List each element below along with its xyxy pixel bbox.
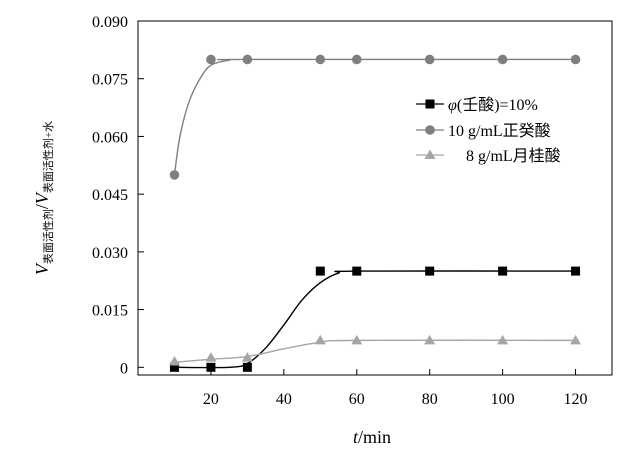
y-tick-label: 0.030 bbox=[92, 245, 128, 262]
data-point bbox=[497, 334, 509, 345]
plot-frame bbox=[137, 20, 613, 376]
data-point bbox=[497, 54, 508, 65]
data-point bbox=[206, 362, 216, 372]
x-tick-label: 100 bbox=[491, 391, 515, 408]
series-line bbox=[174, 270, 576, 369]
data-point bbox=[352, 266, 362, 276]
series-1 bbox=[169, 266, 581, 372]
svg-text:φ(壬酸)=10%: φ(壬酸)=10% bbox=[448, 96, 538, 114]
data-point bbox=[241, 352, 253, 362]
x-axis-title-unit: /min bbox=[358, 427, 391, 447]
data-point bbox=[424, 334, 436, 345]
y-axis-title-slash: / bbox=[32, 204, 52, 209]
data-point bbox=[169, 170, 180, 180]
y-tick-label: 0.045 bbox=[92, 187, 128, 204]
legend-entry-decanoic: 10 g/mL正癸酸 bbox=[416, 122, 551, 140]
y-tick-label: 0 bbox=[120, 360, 128, 377]
legend: φ(壬酸)=10% 10 g/mL正癸酸 8 g/mL月桂酸 bbox=[416, 96, 561, 165]
legend-entry-nonanoic: φ(壬酸)=10% bbox=[416, 96, 538, 114]
data-point bbox=[315, 54, 326, 65]
series-layer bbox=[168, 54, 582, 372]
x-axis-title: t/min bbox=[353, 427, 391, 447]
y-axis-title-sub1: 表面活性剂 bbox=[41, 209, 55, 264]
x-tick-label: 20 bbox=[203, 391, 219, 408]
data-point bbox=[351, 334, 363, 345]
series-3 bbox=[168, 334, 582, 366]
data-point bbox=[315, 266, 325, 276]
y-axis-title-sub2: 表面活性剂+水 bbox=[41, 121, 55, 193]
data-point bbox=[571, 266, 581, 276]
data-point bbox=[242, 362, 252, 372]
y-axis-ticks: 0 0.015 0.030 0.045 0.060 0.075 0.090 bbox=[92, 14, 144, 377]
x-tick-label: 80 bbox=[422, 391, 438, 408]
x-tick-label: 120 bbox=[564, 391, 588, 408]
legend-label-decanoic: 10 g/mL正癸酸 bbox=[448, 122, 551, 140]
x-tick-label: 60 bbox=[349, 391, 365, 408]
data-point bbox=[205, 352, 217, 362]
data-point bbox=[314, 334, 326, 345]
legend-label-nonanoic: (壬酸)=10% bbox=[457, 96, 538, 114]
legend-entry-lauric: 8 g/mL月桂酸 bbox=[416, 147, 561, 165]
data-point bbox=[206, 54, 216, 65]
legend-phi: φ bbox=[448, 97, 457, 114]
data-point bbox=[242, 54, 253, 65]
data-point bbox=[168, 356, 180, 366]
series-line bbox=[174, 339, 576, 363]
y-tick-label: 0.060 bbox=[92, 129, 128, 146]
data-point bbox=[424, 54, 435, 65]
legend-label-lauric: 8 g/mL月桂酸 bbox=[466, 147, 561, 165]
series-line bbox=[173, 58, 576, 176]
data-point bbox=[570, 54, 581, 65]
x-axis-ticks: 20 40 60 80 100 120 bbox=[203, 369, 588, 408]
y-axis-title-v2: V bbox=[32, 191, 52, 204]
x-axis-title-t: t bbox=[353, 427, 359, 447]
y-tick-label: 0.090 bbox=[92, 14, 128, 31]
y-tick-label: 0.075 bbox=[92, 72, 128, 89]
data-point bbox=[425, 266, 435, 276]
x-tick-label: 40 bbox=[276, 391, 292, 408]
data-point bbox=[169, 362, 179, 372]
data-point bbox=[351, 54, 362, 65]
data-point bbox=[570, 334, 582, 345]
y-tick-label: 0.015 bbox=[92, 303, 128, 320]
y-axis-title: V表面活性剂/V表面活性剂+水 bbox=[32, 121, 55, 275]
data-point bbox=[498, 266, 508, 276]
y-axis-title-v1: V bbox=[32, 262, 52, 275]
series-2 bbox=[169, 54, 581, 180]
